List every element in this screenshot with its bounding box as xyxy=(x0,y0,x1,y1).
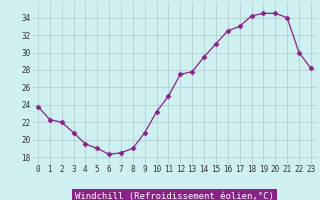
Text: Windchill (Refroidissement éolien,°C): Windchill (Refroidissement éolien,°C) xyxy=(75,192,274,200)
